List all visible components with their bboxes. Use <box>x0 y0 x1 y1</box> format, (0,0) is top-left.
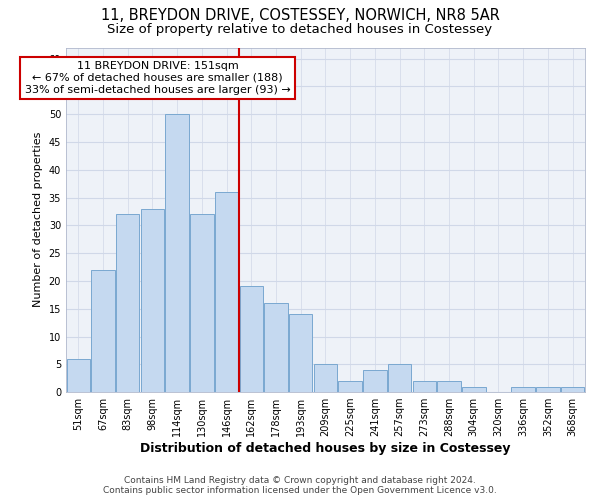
Bar <box>462 386 485 392</box>
Bar <box>190 214 214 392</box>
Bar <box>437 381 461 392</box>
Bar <box>511 386 535 392</box>
Y-axis label: Number of detached properties: Number of detached properties <box>33 132 43 308</box>
Bar <box>536 386 560 392</box>
Bar <box>239 286 263 392</box>
Bar <box>314 364 337 392</box>
Bar <box>363 370 386 392</box>
Text: 11, BREYDON DRIVE, COSTESSEY, NORWICH, NR8 5AR: 11, BREYDON DRIVE, COSTESSEY, NORWICH, N… <box>101 8 499 22</box>
Bar <box>116 214 139 392</box>
Text: Size of property relative to detached houses in Costessey: Size of property relative to detached ho… <box>107 22 493 36</box>
Bar <box>264 303 288 392</box>
Bar <box>141 208 164 392</box>
Bar <box>91 270 115 392</box>
Bar <box>215 192 238 392</box>
Bar <box>338 381 362 392</box>
Text: 11 BREYDON DRIVE: 151sqm
← 67% of detached houses are smaller (188)
33% of semi-: 11 BREYDON DRIVE: 151sqm ← 67% of detach… <box>25 62 290 94</box>
Bar <box>67 358 90 392</box>
X-axis label: Distribution of detached houses by size in Costessey: Distribution of detached houses by size … <box>140 442 511 455</box>
Bar <box>289 314 313 392</box>
Bar <box>561 386 584 392</box>
Bar <box>388 364 412 392</box>
Bar <box>413 381 436 392</box>
Bar <box>166 114 189 392</box>
Text: Contains HM Land Registry data © Crown copyright and database right 2024.
Contai: Contains HM Land Registry data © Crown c… <box>103 476 497 495</box>
